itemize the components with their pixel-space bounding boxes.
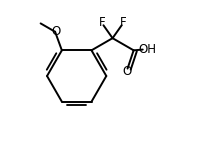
Text: OH: OH	[139, 43, 157, 56]
Text: O: O	[122, 65, 132, 78]
Text: O: O	[51, 25, 60, 38]
Text: F: F	[99, 16, 105, 29]
Text: F: F	[120, 16, 126, 29]
